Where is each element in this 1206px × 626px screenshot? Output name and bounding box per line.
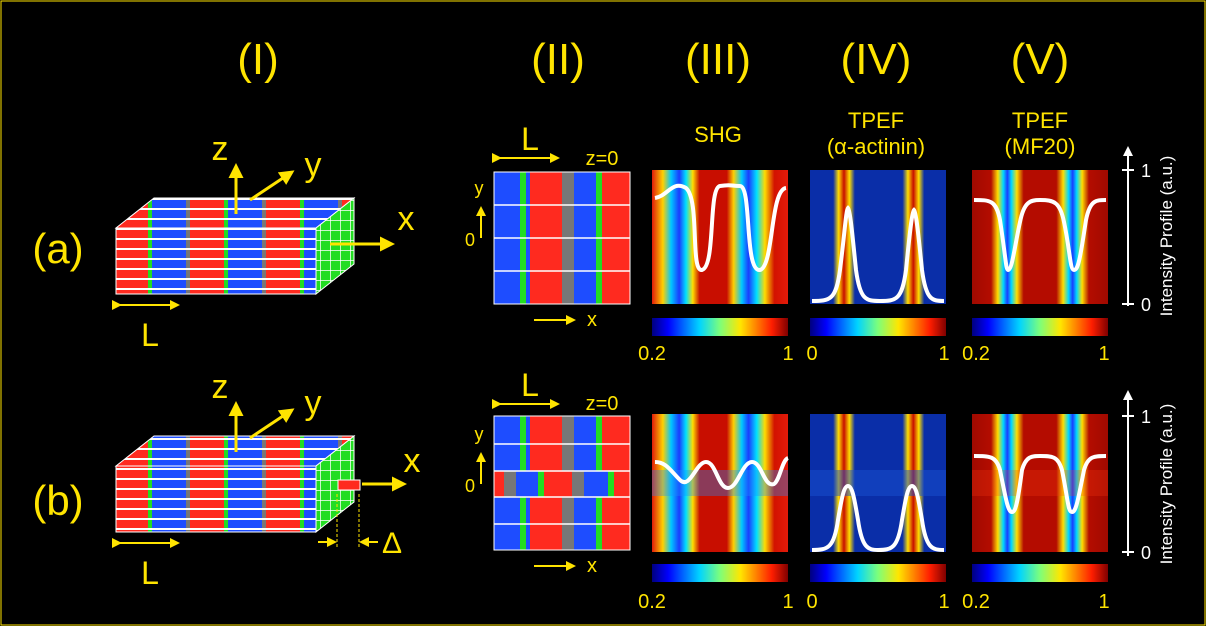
axes-a: z y x L bbox=[112, 130, 415, 353]
period-l-label-b: L bbox=[141, 555, 159, 591]
colorbar-tpef-actinin-b-min: 0 bbox=[806, 591, 817, 613]
profile-tick-top-a: 1 bbox=[1141, 161, 1151, 181]
profile-axis-title-a: Intensity Profile (a.u.) bbox=[1157, 156, 1176, 317]
origin-label-b: 0 bbox=[465, 476, 475, 496]
z0-label-a: z=0 bbox=[586, 148, 619, 170]
tpef-actinin-map-b bbox=[810, 414, 946, 553]
column-label-v: (V) bbox=[1011, 35, 1070, 84]
colorbar-shg-b: 0.2 1 bbox=[638, 564, 794, 613]
z0-label-b: z=0 bbox=[586, 393, 619, 415]
row-label-b: (b) bbox=[32, 477, 83, 524]
header-shg: SHG bbox=[694, 122, 742, 147]
column-label-ii: (II) bbox=[531, 35, 585, 84]
column-label-i: (I) bbox=[237, 35, 279, 84]
header-tpef-mf20-line1: TPEF bbox=[1012, 108, 1068, 133]
colorbar-tpef-mf20-a-min: 0.2 bbox=[962, 343, 990, 365]
axis-x-label-b: x bbox=[404, 442, 421, 480]
period-l-label-xs-b: L bbox=[521, 367, 539, 403]
colorbar-tpef-actinin-a: 0 1 bbox=[806, 318, 950, 365]
tpef-mf20-map-a bbox=[972, 170, 1108, 304]
axis-z-label-a: z bbox=[212, 130, 229, 168]
header-tpef-actinin-line1: TPEF bbox=[848, 108, 904, 133]
origin-label-a: 0 bbox=[465, 230, 475, 250]
shg-profile-curve-a bbox=[654, 183, 787, 272]
colorbar-tpef-actinin-b-max: 1 bbox=[938, 591, 949, 613]
period-l-label-xs-a: L bbox=[521, 121, 539, 157]
shg-map-b bbox=[652, 414, 790, 552]
shift-delta-label: Δ bbox=[382, 527, 402, 560]
axis-y-label-b: y bbox=[305, 384, 322, 422]
period-l-label-a: L bbox=[141, 317, 159, 353]
axes-b: z y x L Δ bbox=[112, 368, 421, 591]
colorbar-tpef-mf20-b: 0.2 1 bbox=[962, 564, 1110, 613]
header-tpef-actinin-line2: (α-actinin) bbox=[827, 134, 925, 159]
cross-section-b: L z=0 y 0 x bbox=[465, 367, 631, 577]
shg-map-a bbox=[652, 170, 788, 304]
profile-axis-title-b: Intensity Profile (a.u.) bbox=[1157, 404, 1176, 565]
tpef-actinin-profile-curve-b bbox=[811, 483, 945, 553]
colorbar-tpef-mf20-a-max: 1 bbox=[1098, 343, 1109, 365]
shg-profile-curve-b bbox=[654, 456, 790, 491]
profile-tick-bottom-a: 0 bbox=[1141, 295, 1151, 315]
header-tpef-mf20-line2: (MF20) bbox=[1005, 134, 1076, 159]
colorbar-tpef-actinin-a-max: 1 bbox=[938, 343, 949, 365]
profile-axis-a: 1 0 Intensity Profile (a.u.) bbox=[1122, 146, 1176, 317]
tpef-actinin-map-a bbox=[810, 170, 946, 304]
profile-tick-bottom-b: 0 bbox=[1141, 543, 1151, 563]
axis-z-label-b: z bbox=[212, 368, 229, 406]
colorbar-shg-b-max: 1 bbox=[782, 591, 793, 613]
axis-y-label-xs-b: y bbox=[475, 424, 484, 444]
colorbar-shg-a-min: 0.2 bbox=[638, 343, 666, 365]
profile-axis-b: 1 0 Intensity Profile (a.u.) bbox=[1122, 390, 1176, 565]
colorbar-shg-a-max: 1 bbox=[782, 343, 793, 365]
shifted-row bbox=[337, 479, 361, 491]
axis-y-label-xs-a: y bbox=[475, 178, 484, 198]
axis-x-label-xs-a: x bbox=[587, 309, 597, 331]
tpef-mf20-map-b bbox=[972, 414, 1108, 552]
colorbar-tpef-actinin-b: 0 1 bbox=[806, 564, 950, 613]
column-label-iv: (IV) bbox=[841, 35, 912, 84]
column-label-iii: (III) bbox=[685, 35, 751, 84]
axis-y-label-a: y bbox=[305, 146, 322, 184]
colorbar-shg-a: 0.2 1 bbox=[638, 318, 794, 365]
colorbar-tpef-mf20-b-max: 1 bbox=[1098, 591, 1109, 613]
colorbar-tpef-actinin-a-min: 0 bbox=[806, 343, 817, 365]
tpef-actinin-profile-curve-a bbox=[811, 205, 945, 304]
tpef-mf20-profile-curve-b bbox=[973, 453, 1107, 515]
profile-tick-top-b: 1 bbox=[1141, 407, 1151, 427]
block-b bbox=[114, 434, 361, 534]
cross-section-a: L z=0 y 0 x bbox=[465, 121, 631, 331]
colorbar-shg-b-min: 0.2 bbox=[638, 591, 666, 613]
row-label-a: (a) bbox=[32, 225, 83, 272]
axis-x-label-xs-b: x bbox=[587, 555, 597, 577]
colorbar-tpef-mf20-a: 0.2 1 bbox=[962, 318, 1110, 365]
axis-x-label-a: x bbox=[398, 200, 415, 238]
colorbar-tpef-mf20-b-min: 0.2 bbox=[962, 591, 990, 613]
tpef-mf20-profile-curve-a bbox=[973, 197, 1107, 273]
